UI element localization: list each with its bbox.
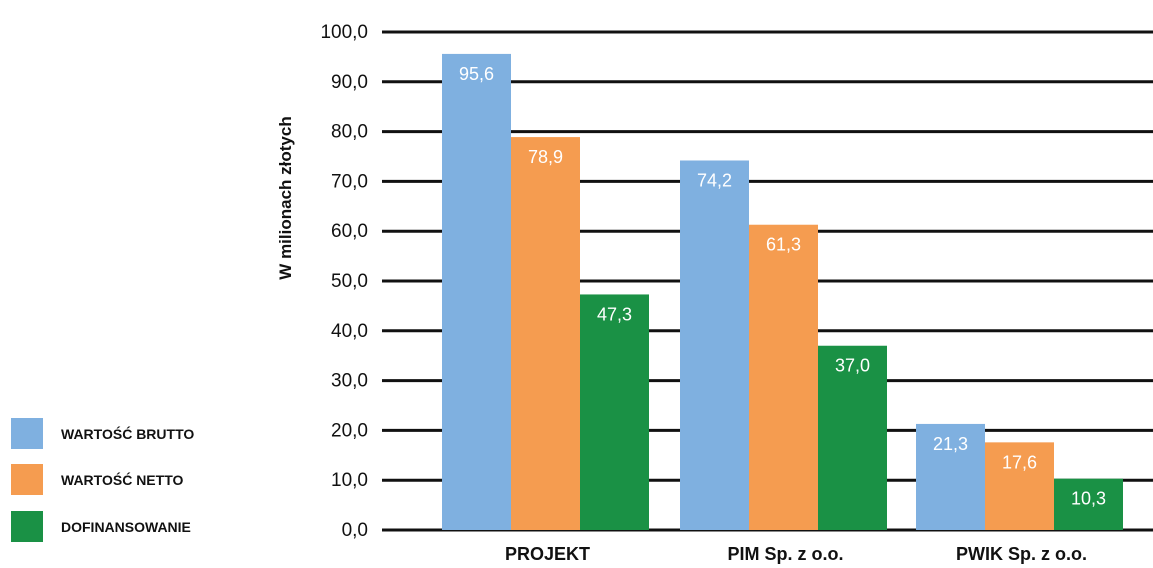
bar xyxy=(442,53,511,531)
y-tick-label: 10,0 xyxy=(331,470,368,491)
bar xyxy=(1054,478,1123,530)
bar-value-label: 37,0 xyxy=(835,356,870,376)
y-tick-label: 60,0 xyxy=(331,221,368,242)
bar-value-label: 10,3 xyxy=(1071,489,1106,509)
y-tick-label: 30,0 xyxy=(331,371,368,392)
y-tick-label: 90,0 xyxy=(331,72,368,93)
y-tick-label: 50,0 xyxy=(331,271,368,292)
category-label: PIM Sp. z o.o. xyxy=(728,544,844,564)
legend-label: WARTOŚĆ NETTO xyxy=(61,471,183,488)
y-tick-label: 100,0 xyxy=(320,22,368,43)
category-labels: PROJEKT PIM Sp. z o.o. PWIK Sp. z o.o. xyxy=(505,544,1087,564)
y-tick-label: 80,0 xyxy=(331,122,368,143)
legend: WARTOŚĆ BRUTTO WARTOŚĆ NETTO DOFINANSOWANI… xyxy=(11,418,194,542)
bar xyxy=(680,160,749,530)
y-tick-labels: 0,0 10,0 20,0 30,0 40,0 50,0 60,0 70,0 80,0 90,0 1… xyxy=(320,22,368,541)
bar xyxy=(916,423,985,530)
bar-value-label: 17,6 xyxy=(1002,452,1037,472)
legend-swatch xyxy=(11,464,43,495)
bars xyxy=(442,53,1123,531)
legend-label: WARTOŚĆ BRUTTO xyxy=(61,425,194,442)
bar xyxy=(749,224,818,530)
bar-value-label: 21,3 xyxy=(933,434,968,454)
bar xyxy=(818,345,887,530)
legend-label: DOFINANSOWANIE xyxy=(61,519,191,535)
legend-swatch xyxy=(11,418,43,449)
bar xyxy=(580,294,649,530)
bar-value-label: 61,3 xyxy=(766,235,801,255)
bar xyxy=(985,442,1054,530)
category-label: PROJEKT xyxy=(505,544,590,564)
bar xyxy=(511,137,580,530)
bar-value-labels: 95,6 78,9 47,3 74,2 61,3 37,0 21,3 17,6 10,3 xyxy=(459,64,1106,509)
y-tick-label: 20,0 xyxy=(331,420,368,441)
category-label: PWIK Sp. z o.o. xyxy=(956,544,1087,564)
bar-value-label: 78,9 xyxy=(528,147,563,167)
legend-swatch xyxy=(11,511,43,542)
y-tick-label: 40,0 xyxy=(331,321,368,342)
bar-value-label: 47,3 xyxy=(597,304,632,324)
bar-value-label: 95,6 xyxy=(459,64,494,84)
y-tick-label: 70,0 xyxy=(331,171,368,192)
bar-value-label: 74,2 xyxy=(697,170,732,190)
y-tick-label: 0,0 xyxy=(342,520,368,541)
y-axis-title: W milionach złotych xyxy=(276,116,295,279)
